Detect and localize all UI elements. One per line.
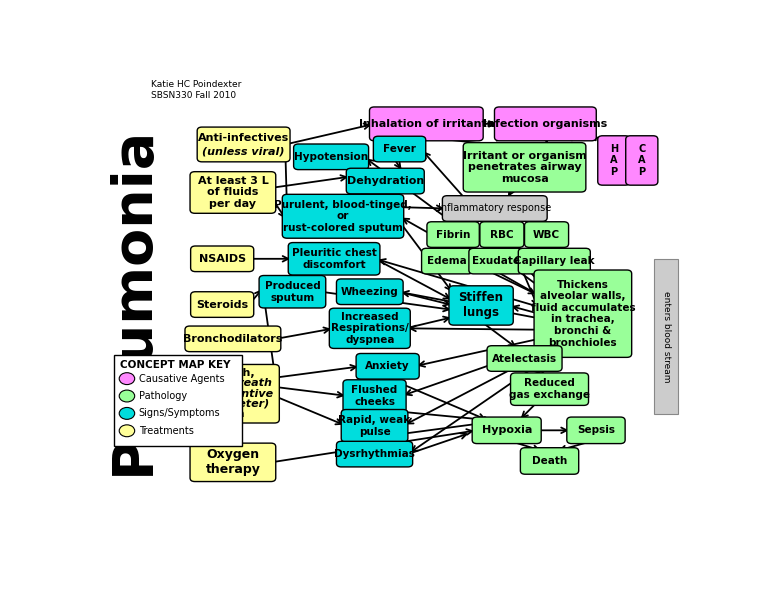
Text: Steroids: Steroids [196,299,248,309]
FancyBboxPatch shape [463,143,586,192]
FancyBboxPatch shape [449,286,513,325]
Text: Stiffen
lungs: Stiffen lungs [458,292,504,320]
FancyBboxPatch shape [525,222,568,247]
Text: CONCEPT MAP KEY: CONCEPT MAP KEY [120,361,230,370]
FancyBboxPatch shape [336,441,412,467]
FancyBboxPatch shape [187,365,280,423]
Text: H
A
P: H A P [610,144,618,177]
Text: Edema: Edema [427,256,467,266]
FancyBboxPatch shape [190,172,276,213]
Text: enters blood stream: enters blood stream [662,291,670,383]
Text: Pathology: Pathology [139,391,187,401]
Text: Katie HC Poindexter
SBSN330 Fall 2010: Katie HC Poindexter SBSN330 Fall 2010 [151,80,241,100]
Text: Reduced
gas exchange: Reduced gas exchange [509,378,590,400]
FancyBboxPatch shape [336,279,403,305]
FancyBboxPatch shape [114,355,242,446]
Text: Anti-infectives: Anti-infectives [198,132,290,143]
FancyBboxPatch shape [511,373,588,405]
FancyBboxPatch shape [369,107,483,141]
FancyBboxPatch shape [480,222,524,247]
Text: Death: Death [532,456,567,466]
FancyBboxPatch shape [518,248,591,274]
FancyBboxPatch shape [346,168,424,194]
Text: Wheezing: Wheezing [341,287,399,297]
FancyBboxPatch shape [185,326,281,352]
Text: WBC: WBC [533,229,560,239]
Text: Inflammatory response: Inflammatory response [439,204,551,213]
FancyBboxPatch shape [654,259,678,415]
Text: Exudate: Exudate [472,256,520,266]
FancyBboxPatch shape [422,248,473,274]
Circle shape [119,372,134,384]
Text: (or Incentive: (or Incentive [193,388,273,399]
FancyBboxPatch shape [190,246,253,271]
Text: Rapid, weak
pulse: Rapid, weak pulse [339,415,411,437]
FancyBboxPatch shape [343,380,406,412]
Text: Signs/Symptoms: Signs/Symptoms [139,409,220,418]
FancyBboxPatch shape [373,136,425,162]
FancyBboxPatch shape [190,292,253,317]
Circle shape [119,390,134,402]
FancyBboxPatch shape [472,417,541,444]
Text: Treatments: Treatments [139,426,194,436]
Text: (unless viral): (unless viral) [202,146,285,156]
Text: Inhalation of irritants: Inhalation of irritants [359,119,494,129]
Text: Fever: Fever [383,144,416,154]
FancyBboxPatch shape [521,448,579,474]
Text: Increased
Respirations/
dyspnea: Increased Respirations/ dyspnea [331,312,409,345]
FancyBboxPatch shape [197,127,290,162]
FancyBboxPatch shape [329,308,410,349]
FancyBboxPatch shape [495,107,596,141]
Text: Hypotension: Hypotension [294,152,368,162]
FancyBboxPatch shape [442,195,547,222]
Text: Thickens
alveolar walls,
fluid accumulates
in trachea,
bronchi &
bronchioles: Thickens alveolar walls, fluid accumulat… [531,280,635,347]
Text: Bronchodilators: Bronchodilators [184,334,283,344]
Text: Hypoxia: Hypoxia [482,425,532,435]
Text: Dehydration: Dehydration [346,176,424,186]
FancyBboxPatch shape [288,242,380,275]
Text: Purulent, blood-tinged,
or
rust-colored sputum: Purulent, blood-tinged, or rust-colored … [274,200,412,233]
Text: Infection organisms: Infection organisms [483,119,607,129]
FancyBboxPatch shape [427,222,479,247]
Text: NSAIDS: NSAIDS [199,254,246,264]
Text: Irritant or organism
penetrates airway
mucosa: Irritant or organism penetrates airway m… [462,151,587,184]
Text: Deep breath: Deep breath [194,378,272,388]
Text: Causative Agents: Causative Agents [139,374,224,384]
Text: Oxygen
therapy: Oxygen therapy [206,448,260,476]
FancyBboxPatch shape [626,136,658,185]
FancyBboxPatch shape [259,276,326,308]
FancyBboxPatch shape [469,248,523,274]
Circle shape [119,425,134,437]
Text: Cough,: Cough, [211,368,255,378]
FancyBboxPatch shape [356,353,419,379]
Text: Flushed
cheeks: Flushed cheeks [352,386,398,407]
Text: RBC: RBC [490,229,514,239]
Text: Pneumonia: Pneumonia [106,125,160,475]
FancyBboxPatch shape [293,144,369,170]
FancyBboxPatch shape [534,270,631,358]
Text: C
A
P: C A P [638,144,646,177]
Text: Fibrin: Fibrin [436,229,470,239]
Text: Atelectasis: Atelectasis [492,353,557,364]
FancyBboxPatch shape [190,443,276,482]
FancyBboxPatch shape [341,409,408,442]
Text: At least 3 L
of fluids
per day: At least 3 L of fluids per day [197,176,268,209]
FancyBboxPatch shape [487,346,562,371]
Text: Sepsis: Sepsis [577,425,615,435]
FancyBboxPatch shape [283,194,404,238]
Text: q2h: q2h [221,409,245,419]
Text: Anxiety: Anxiety [366,361,410,371]
Text: spirometer): spirometer) [196,399,270,409]
FancyBboxPatch shape [567,417,625,444]
FancyBboxPatch shape [598,136,630,185]
Text: Capillary leak: Capillary leak [514,256,594,266]
Text: Produced
sputum: Produced sputum [264,281,320,302]
Text: Pleuritic chest
discomfort: Pleuritic chest discomfort [292,248,376,270]
Circle shape [119,407,134,419]
Text: Dysrhythmias: Dysrhythmias [334,449,415,459]
